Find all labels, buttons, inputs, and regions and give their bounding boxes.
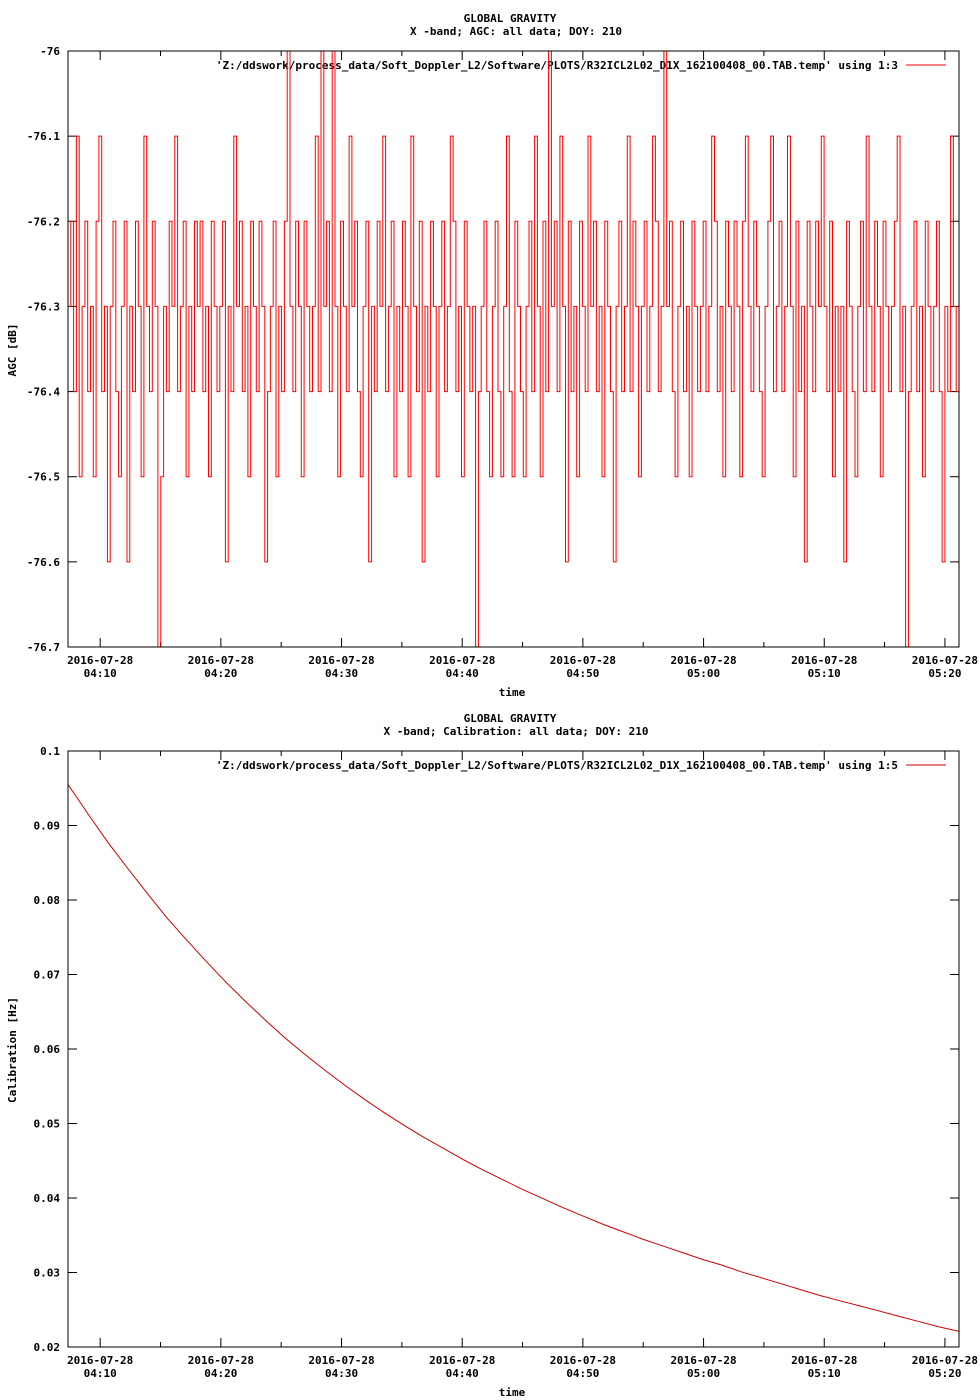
y-tick-label: 0.06 bbox=[34, 1043, 61, 1056]
x-tick-label-date: 2016-07-28 bbox=[188, 1354, 254, 1367]
y-tick-label: -76 bbox=[40, 45, 60, 58]
y-tick-label: -76.7 bbox=[27, 641, 60, 654]
x-tick-label-date: 2016-07-28 bbox=[67, 654, 133, 667]
chart-title: GLOBAL GRAVITY bbox=[464, 712, 557, 725]
x-tick-label-date: 2016-07-28 bbox=[429, 654, 495, 667]
x-tick-label-date: 2016-07-28 bbox=[670, 1354, 736, 1367]
chart-subtitle: X -band; AGC: all data; DOY: 210 bbox=[410, 25, 622, 38]
x-tick-label-time: 04:10 bbox=[84, 667, 117, 680]
y-tick-label: -76.6 bbox=[27, 556, 60, 569]
x-tick-label-date: 2016-07-28 bbox=[188, 654, 254, 667]
series-line bbox=[68, 51, 959, 647]
calibration-chart: GLOBAL GRAVITY X -band; Calibration: all… bbox=[0, 700, 980, 1400]
x-tick-label-date: 2016-07-28 bbox=[308, 1354, 374, 1367]
x-tick-label-time: 05:20 bbox=[928, 1367, 961, 1380]
x-tick-label-date: 2016-07-28 bbox=[791, 654, 857, 667]
y-tick-label: -76.2 bbox=[27, 215, 60, 228]
x-tick-label-date: 2016-07-28 bbox=[429, 1354, 495, 1367]
agc-plot-layer: -76 -76.1 -76.2 -76.3 -76.4 -76.5 -76.6 -76.7 20… bbox=[27, 45, 978, 680]
x-tick-label-time: 05:00 bbox=[687, 1367, 720, 1380]
x-tick-label-time: 04:30 bbox=[325, 1367, 358, 1380]
x-tick-label-date: 2016-07-28 bbox=[550, 654, 616, 667]
agc-chart: GLOBAL GRAVITY X -band; AGC: all data; D… bbox=[6, 12, 978, 699]
legend-label: 'Z:/ddswork/process_data/Soft_Doppler_L2… bbox=[216, 59, 898, 72]
x-axis-label: time bbox=[499, 1386, 526, 1399]
agc-chart-svg: GLOBAL GRAVITY X -band; AGC: all data; D… bbox=[6, 12, 978, 699]
y-tick-label: 0.02 bbox=[34, 1341, 61, 1354]
x-tick-label-time: 04:40 bbox=[446, 667, 479, 680]
y-axis-label: Calibration [Hz] bbox=[6, 997, 19, 1103]
y-tick-label: -76.5 bbox=[27, 471, 60, 484]
y-axis-label: AGC [dB] bbox=[6, 324, 19, 377]
plot-frame bbox=[67, 50, 960, 648]
chart-title: GLOBAL GRAVITY bbox=[464, 12, 557, 25]
x-tick-label-date: 2016-07-28 bbox=[308, 654, 374, 667]
x-tick-label-date: 2016-07-28 bbox=[912, 654, 978, 667]
chart-subtitle: X -band; Calibration: all data; DOY: 210 bbox=[384, 725, 649, 738]
x-tick-label-date: 2016-07-28 bbox=[912, 1354, 978, 1367]
calibration-plot-layer: 0.1 0.09 0.08 0.07 0.06 0.05 0.04 0.03 0.02 2016-… bbox=[34, 745, 979, 1380]
x-tick-label-time: 04:20 bbox=[204, 667, 237, 680]
x-tick-label-time: 05:00 bbox=[687, 667, 720, 680]
plot-frame bbox=[67, 750, 960, 1348]
x-tick-label-time: 04:50 bbox=[566, 667, 599, 680]
x-tick-label-time: 04:30 bbox=[325, 667, 358, 680]
y-tick-label: 0.03 bbox=[34, 1267, 61, 1280]
y-tick-label: 0.07 bbox=[34, 969, 61, 982]
x-tick-label-date: 2016-07-28 bbox=[670, 654, 736, 667]
legend-label: 'Z:/ddswork/process_data/Soft_Doppler_L2… bbox=[216, 759, 898, 772]
x-axis-label: time bbox=[499, 686, 526, 699]
x-tick-label-date: 2016-07-28 bbox=[791, 1354, 857, 1367]
x-tick-label-time: 05:20 bbox=[928, 667, 961, 680]
x-tick-label-time: 04:50 bbox=[566, 1367, 599, 1380]
x-tick-label-time: 04:20 bbox=[204, 1367, 237, 1380]
y-tick-label: 0.09 bbox=[34, 820, 61, 833]
y-tick-label: -76.3 bbox=[27, 300, 60, 313]
y-tick-label: 0.08 bbox=[34, 894, 61, 907]
x-tick-label-date: 2016-07-28 bbox=[67, 1354, 133, 1367]
y-tick-label: 0.04 bbox=[34, 1192, 61, 1205]
y-tick-label: 0.05 bbox=[34, 1118, 61, 1131]
x-tick-label-time: 04:10 bbox=[84, 1367, 117, 1380]
y-tick-label: -76.4 bbox=[27, 386, 60, 399]
y-tick-label: -76.1 bbox=[27, 130, 60, 143]
x-tick-label-date: 2016-07-28 bbox=[550, 1354, 616, 1367]
series-line bbox=[68, 784, 959, 1332]
x-tick-label-time: 05:10 bbox=[808, 1367, 841, 1380]
x-tick-label-time: 05:10 bbox=[808, 667, 841, 680]
x-tick-label-time: 04:40 bbox=[446, 1367, 479, 1380]
calibration-chart-svg: GLOBAL GRAVITY X -band; Calibration: all… bbox=[6, 712, 979, 1399]
y-tick-label: 0.1 bbox=[40, 745, 60, 758]
